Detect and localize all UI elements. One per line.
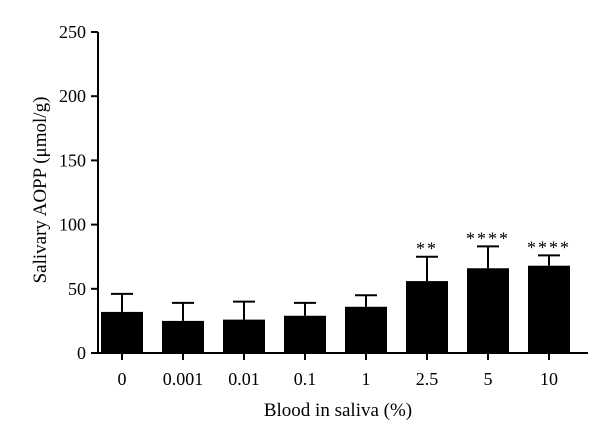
x-tick-label: 0.01 — [228, 369, 260, 389]
bar — [101, 311, 143, 353]
y-tick-label: 150 — [59, 150, 86, 170]
y-tick-label: 0 — [77, 343, 86, 363]
x-tick-label: 0.1 — [294, 369, 317, 389]
bar — [528, 265, 570, 353]
x-tick-label: 5 — [484, 369, 493, 389]
y-axis: 0 50 100 150 200 250 — [59, 22, 99, 363]
bar — [162, 320, 204, 353]
y-tick-label: 250 — [59, 22, 86, 42]
bar — [406, 281, 448, 353]
x-tick-label: 1 — [362, 369, 371, 389]
y-tick-label: 100 — [59, 215, 86, 235]
y-tick-label: 50 — [68, 279, 86, 299]
significance-label: **** — [527, 237, 571, 257]
x-tick-label: 0.001 — [163, 369, 204, 389]
x-tick-label: 0 — [118, 369, 127, 389]
bar — [467, 268, 509, 353]
significance-label: **** — [466, 228, 510, 248]
x-axis-label: Blood in saliva (%) — [264, 400, 412, 421]
x-tick-label: 2.5 — [416, 369, 439, 389]
x-axis: 0 0.001 0.01 0.1 1 2.5 5 10 — [98, 352, 588, 389]
bar — [223, 319, 265, 353]
x-tick-label: 10 — [540, 369, 558, 389]
bar — [345, 306, 387, 353]
y-tick-label: 200 — [59, 86, 86, 106]
bar — [284, 315, 326, 353]
y-axis-label: Salivary AOPP (μmol/g) — [30, 97, 51, 284]
significance-label: ** — [416, 239, 438, 259]
bars: ****** **** — [101, 228, 571, 353]
